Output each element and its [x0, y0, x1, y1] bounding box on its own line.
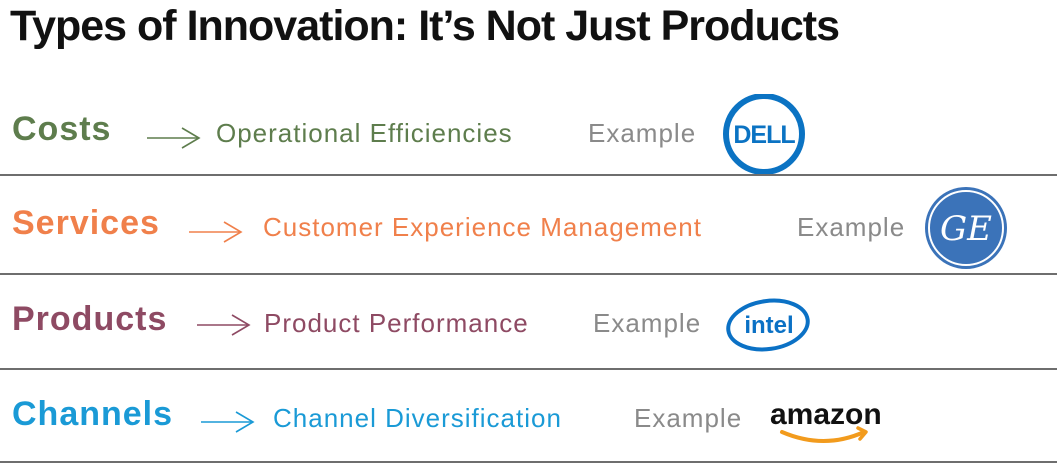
category-label: Costs	[12, 110, 112, 148]
example-label: Example	[634, 403, 743, 433]
arrow-right-icon	[197, 314, 251, 336]
divider	[0, 461, 1057, 463]
innovation-row-channels: Channels Channel Diversification Example…	[0, 370, 1057, 464]
example-label: Example	[588, 118, 697, 148]
amazon-logo: amazon	[770, 398, 882, 443]
example-label: Example	[593, 308, 702, 338]
dell-logo: DELL	[723, 94, 805, 175]
divider	[0, 273, 1057, 275]
amazon-logo-text: amazon	[770, 398, 882, 431]
category-label: Channels	[12, 395, 174, 433]
intel-logo: intel	[726, 298, 810, 352]
innovation-description: Product Performance	[264, 308, 529, 338]
category-label: Products	[12, 300, 168, 338]
arrow-right-icon	[201, 411, 255, 433]
innovation-description: Customer Experience Management	[263, 212, 702, 242]
dell-logo-text: DELL	[733, 121, 795, 149]
ge-logo-text: GE	[940, 209, 992, 249]
innovation-row-services: Services Customer Experience Management …	[0, 176, 1057, 270]
page-title: Types of Innovation: It’s Not Just Produ…	[10, 2, 840, 50]
innovation-row-products: Products Product Performance Example int…	[0, 275, 1057, 369]
arrow-right-icon	[189, 221, 243, 243]
category-label: Services	[12, 204, 160, 242]
divider	[0, 174, 1057, 176]
ge-logo: GE	[925, 187, 1007, 269]
arrow-right-icon	[147, 127, 201, 149]
innovation-row-costs: Costs Operational Efficiencies Example D…	[0, 94, 1057, 188]
innovation-description: Channel Diversification	[273, 403, 562, 433]
divider	[0, 368, 1057, 370]
example-label: Example	[797, 212, 906, 242]
intel-logo-text: intel	[744, 312, 793, 339]
innovation-description: Operational Efficiencies	[216, 118, 513, 148]
